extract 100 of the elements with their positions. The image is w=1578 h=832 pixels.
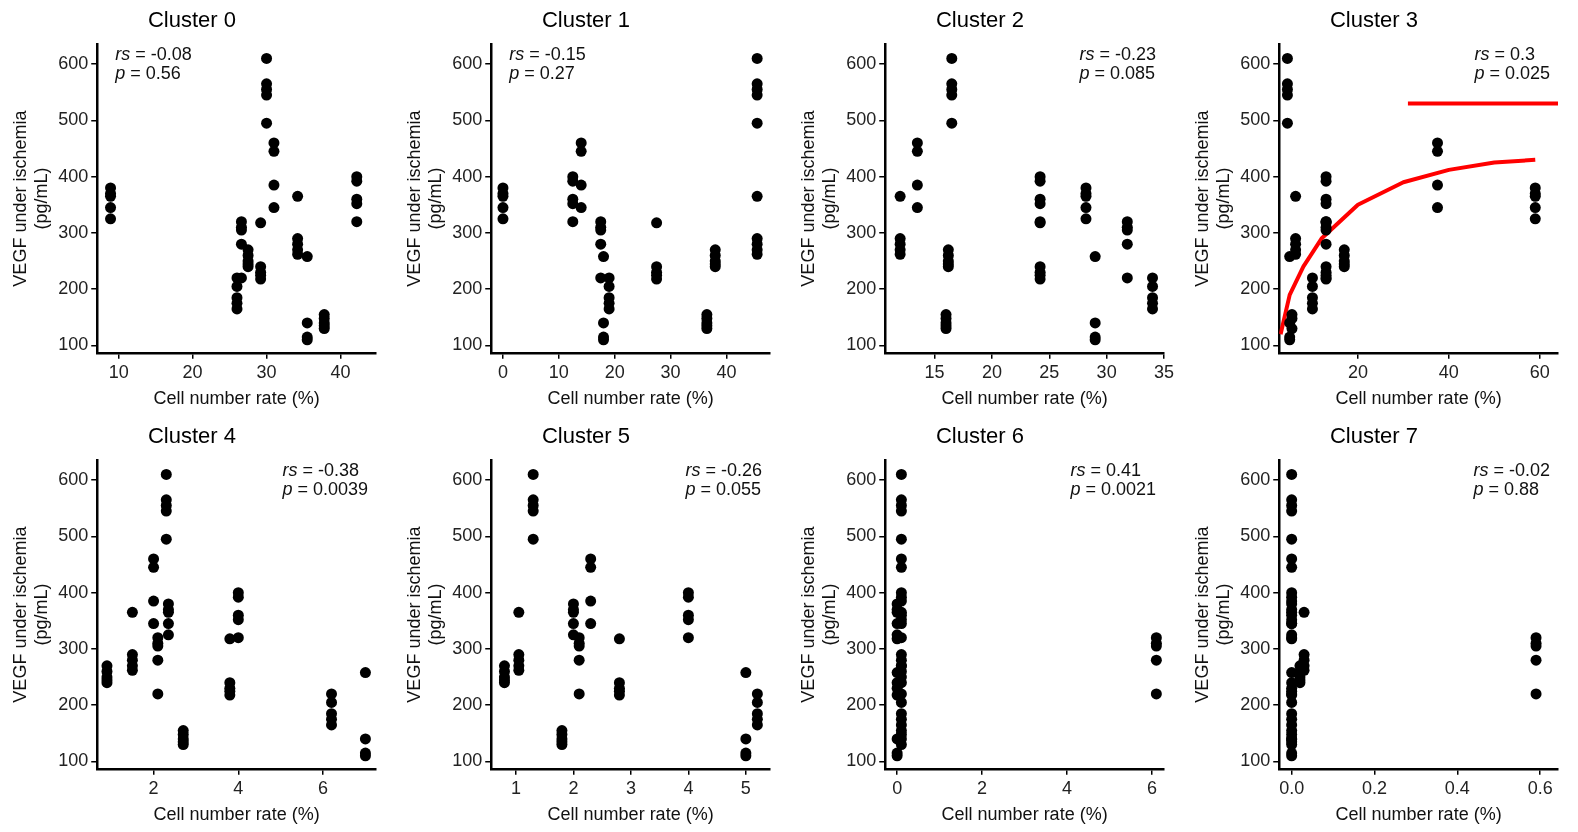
annotation: p = 0.025 [1473, 63, 1550, 84]
y-tick-label: 500 [58, 525, 89, 546]
chart-title: Cluster 2 [935, 7, 1025, 33]
y-tick-label: 300 [58, 221, 89, 242]
y-axis-title: VEGF under ischemia (pg/mL) [9, 109, 52, 287]
y-tick-label: 200 [58, 694, 89, 715]
y-tick-label: 500 [1240, 109, 1271, 130]
y-tick-label: 100 [58, 334, 89, 355]
y-tick-label: 200 [846, 278, 877, 299]
x-tick-label: 30 [660, 361, 681, 382]
chart-title: Cluster 7 [1329, 423, 1419, 449]
x-tick-label: 40 [1438, 361, 1459, 382]
y-tick-label: 600 [1240, 53, 1271, 74]
x-tick-label: 30 [256, 361, 277, 382]
x-tick-label: 20 [1347, 361, 1368, 382]
y-tick-label: 300 [58, 637, 89, 658]
x-tick-label: 20 [604, 361, 625, 382]
x-tick-label: 20 [981, 361, 1002, 382]
y-tick-label: 300 [1240, 221, 1271, 242]
x-axis-title: Cell number rate (%) [941, 804, 1108, 825]
y-tick-label: 400 [58, 165, 89, 186]
y-tick-label: 600 [58, 469, 89, 490]
y-tick-label: 500 [1240, 525, 1271, 546]
x-axis-title: Cell number rate (%) [547, 388, 714, 409]
y-axis-title: VEGF under ischemia (pg/mL) [1191, 525, 1234, 703]
y-tick-label: 600 [452, 469, 483, 490]
y-tick-label: 500 [846, 109, 877, 130]
x-axis-title: Cell number rate (%) [1335, 804, 1502, 825]
x-tick-label: 40 [716, 361, 737, 382]
y-tick-label: 200 [58, 278, 89, 299]
y-tick-label: 200 [1240, 278, 1271, 299]
y-axis-title: VEGF under ischemia (pg/mL) [1191, 109, 1234, 287]
x-tick-label: 20 [182, 361, 203, 382]
y-tick-label: 300 [846, 637, 877, 658]
x-axis-title: Cell number rate (%) [941, 388, 1108, 409]
x-tick-label: 6 [318, 777, 329, 798]
y-axis-title: VEGF under ischemia (pg/mL) [797, 109, 840, 287]
y-tick-label: 300 [452, 221, 483, 242]
x-tick-label: 0 [892, 777, 903, 798]
annotation: p = 0.56 [114, 63, 181, 84]
x-tick-label: 3 [625, 777, 636, 798]
x-tick-label: 30 [1096, 361, 1117, 382]
y-tick-label: 600 [58, 53, 89, 74]
y-tick-label: 500 [452, 525, 483, 546]
x-tick-label: 35 [1153, 361, 1175, 382]
chart-title: Cluster 1 [541, 7, 631, 33]
y-tick-label: 200 [452, 278, 483, 299]
x-axis-title: Cell number rate (%) [547, 804, 714, 825]
x-tick-label: 10 [108, 361, 129, 382]
x-tick-label: 25 [1039, 361, 1060, 382]
y-tick-label: 200 [846, 694, 877, 715]
x-tick-label: 0.6 [1527, 777, 1553, 798]
y-tick-label: 100 [452, 334, 483, 355]
x-tick-label: 1 [510, 777, 521, 798]
annotation: p = 0.27 [508, 63, 575, 84]
y-tick-label: 400 [58, 581, 89, 602]
y-tick-label: 100 [58, 750, 89, 771]
y-tick-label: 300 [1240, 637, 1271, 658]
x-tick-label: 6 [1147, 777, 1158, 798]
annotation: rs = 0.3 [1474, 44, 1535, 65]
y-tick-label: 400 [452, 165, 483, 186]
y-tick-label: 400 [1240, 581, 1271, 602]
annotation: rs = 0.41 [1070, 460, 1141, 481]
x-tick-label: 40 [330, 361, 351, 382]
y-tick-label: 400 [846, 165, 877, 186]
chart-title: Cluster 3 [1329, 7, 1419, 33]
x-axis-title: Cell number rate (%) [1335, 388, 1502, 409]
x-tick-label: 0.4 [1444, 777, 1470, 798]
annotation: rs = -0.26 [685, 460, 763, 481]
x-axis-title: Cell number rate (%) [153, 388, 320, 409]
annotation: rs = -0.15 [509, 44, 586, 65]
x-tick-label: 0.2 [1361, 777, 1388, 798]
y-axis-title: VEGF under ischemia (pg/mL) [9, 525, 52, 703]
x-tick-label: 5 [740, 777, 751, 798]
x-axis-title: Cell number rate (%) [153, 804, 320, 825]
x-tick-label: 2 [977, 777, 988, 798]
y-tick-label: 400 [1240, 165, 1271, 186]
y-tick-label: 100 [846, 334, 877, 355]
annotation: p = 0.055 [684, 479, 762, 500]
y-tick-label: 300 [452, 637, 483, 658]
y-tick-label: 300 [846, 221, 877, 242]
chart-title: Cluster 4 [147, 423, 237, 449]
y-tick-label: 200 [452, 694, 483, 715]
y-tick-label: 100 [846, 750, 877, 771]
y-tick-label: 400 [846, 581, 877, 602]
annotation: rs = -0.23 [1079, 44, 1157, 65]
y-axis-title: VEGF under ischemia (pg/mL) [403, 525, 446, 703]
y-tick-label: 400 [452, 581, 483, 602]
annotation: p = 0.88 [1472, 479, 1540, 500]
y-tick-label: 600 [846, 53, 877, 74]
y-tick-label: 500 [846, 525, 877, 546]
chart-title: Cluster 0 [147, 7, 237, 33]
y-tick-label: 600 [1240, 469, 1271, 490]
y-axis-title: VEGF under ischemia (pg/mL) [403, 109, 446, 287]
y-tick-label: 600 [452, 53, 483, 74]
x-tick-label: 2 [568, 777, 579, 798]
x-tick-label: 60 [1529, 361, 1550, 382]
y-tick-label: 100 [452, 750, 483, 771]
x-tick-label: 0 [497, 361, 508, 382]
x-tick-label: 4 [683, 777, 694, 798]
